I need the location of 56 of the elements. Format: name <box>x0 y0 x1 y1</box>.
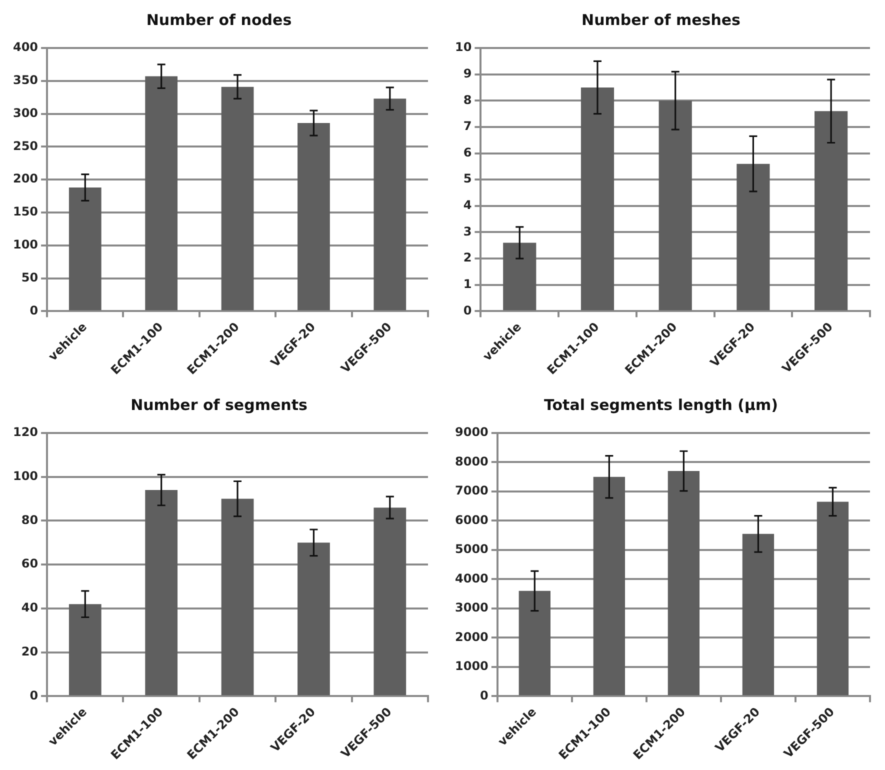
y-tick-label: 6 <box>463 145 472 160</box>
y-tick-label: 40 <box>21 600 38 615</box>
bar <box>814 111 848 310</box>
y-tick-label: 1000 <box>454 659 488 674</box>
y-tick-label: 50 <box>21 270 38 284</box>
y-tick-label: 80 <box>21 512 38 527</box>
y-tick-label: 300 <box>12 106 38 120</box>
y-tick-label: 0 <box>30 688 38 702</box>
y-tick-label: 4 <box>463 198 472 212</box>
y-tick-label: 8000 <box>454 454 488 468</box>
y-tick-label: 3 <box>463 224 472 238</box>
y-tick-label: 200 <box>12 172 38 186</box>
bar <box>593 476 626 696</box>
bar <box>742 534 774 696</box>
bar <box>374 508 406 696</box>
y-tick-label: 100 <box>12 468 38 483</box>
bar <box>298 542 330 696</box>
y-tick-label: 5 <box>463 172 472 186</box>
y-tick-label: 9000 <box>454 425 488 440</box>
y-tick-label: 10 <box>454 40 472 54</box>
y-tick-label: 6000 <box>454 512 488 527</box>
bar <box>518 590 550 696</box>
bar <box>68 604 102 696</box>
y-tick-label: 5000 <box>454 542 488 556</box>
bar <box>503 242 536 310</box>
bar <box>221 498 254 696</box>
y-tick-label: 400 <box>12 40 38 54</box>
y-tick-label: 4000 <box>454 571 488 586</box>
y-tick-label: 0 <box>463 303 472 318</box>
y-tick-label: 3000 <box>454 600 488 615</box>
bar <box>145 490 178 696</box>
bar <box>658 100 692 310</box>
chart-title: Number of meshes <box>582 10 741 29</box>
y-tick-label: 9 <box>463 66 472 80</box>
y-tick-label: 250 <box>12 138 38 153</box>
y-tick-label: 100 <box>12 238 38 252</box>
y-tick-label: 350 <box>12 73 38 88</box>
y-tick-label: 20 <box>21 644 38 658</box>
y-tick-label: 2000 <box>454 630 488 644</box>
chart-title: Number of nodes <box>146 10 292 29</box>
y-tick-label: 0 <box>480 688 488 702</box>
chart-title: Total segments length (µm) <box>544 396 778 414</box>
y-tick-label: 150 <box>12 204 38 219</box>
y-tick-label: 2 <box>463 250 472 265</box>
bar <box>816 502 849 696</box>
bar <box>580 87 614 310</box>
y-tick-label: 8 <box>463 92 472 107</box>
chart-title: Number of segments <box>130 396 308 414</box>
y-tick-label: 7000 <box>454 484 488 498</box>
bar <box>736 164 770 310</box>
y-tick-label: 1 <box>463 277 472 292</box>
y-tick-label: 120 <box>12 425 38 440</box>
bar <box>668 471 700 696</box>
y-tick-label: 7 <box>463 119 472 134</box>
y-tick-label: 60 <box>21 556 38 571</box>
y-tick-label: 0 <box>30 303 38 318</box>
